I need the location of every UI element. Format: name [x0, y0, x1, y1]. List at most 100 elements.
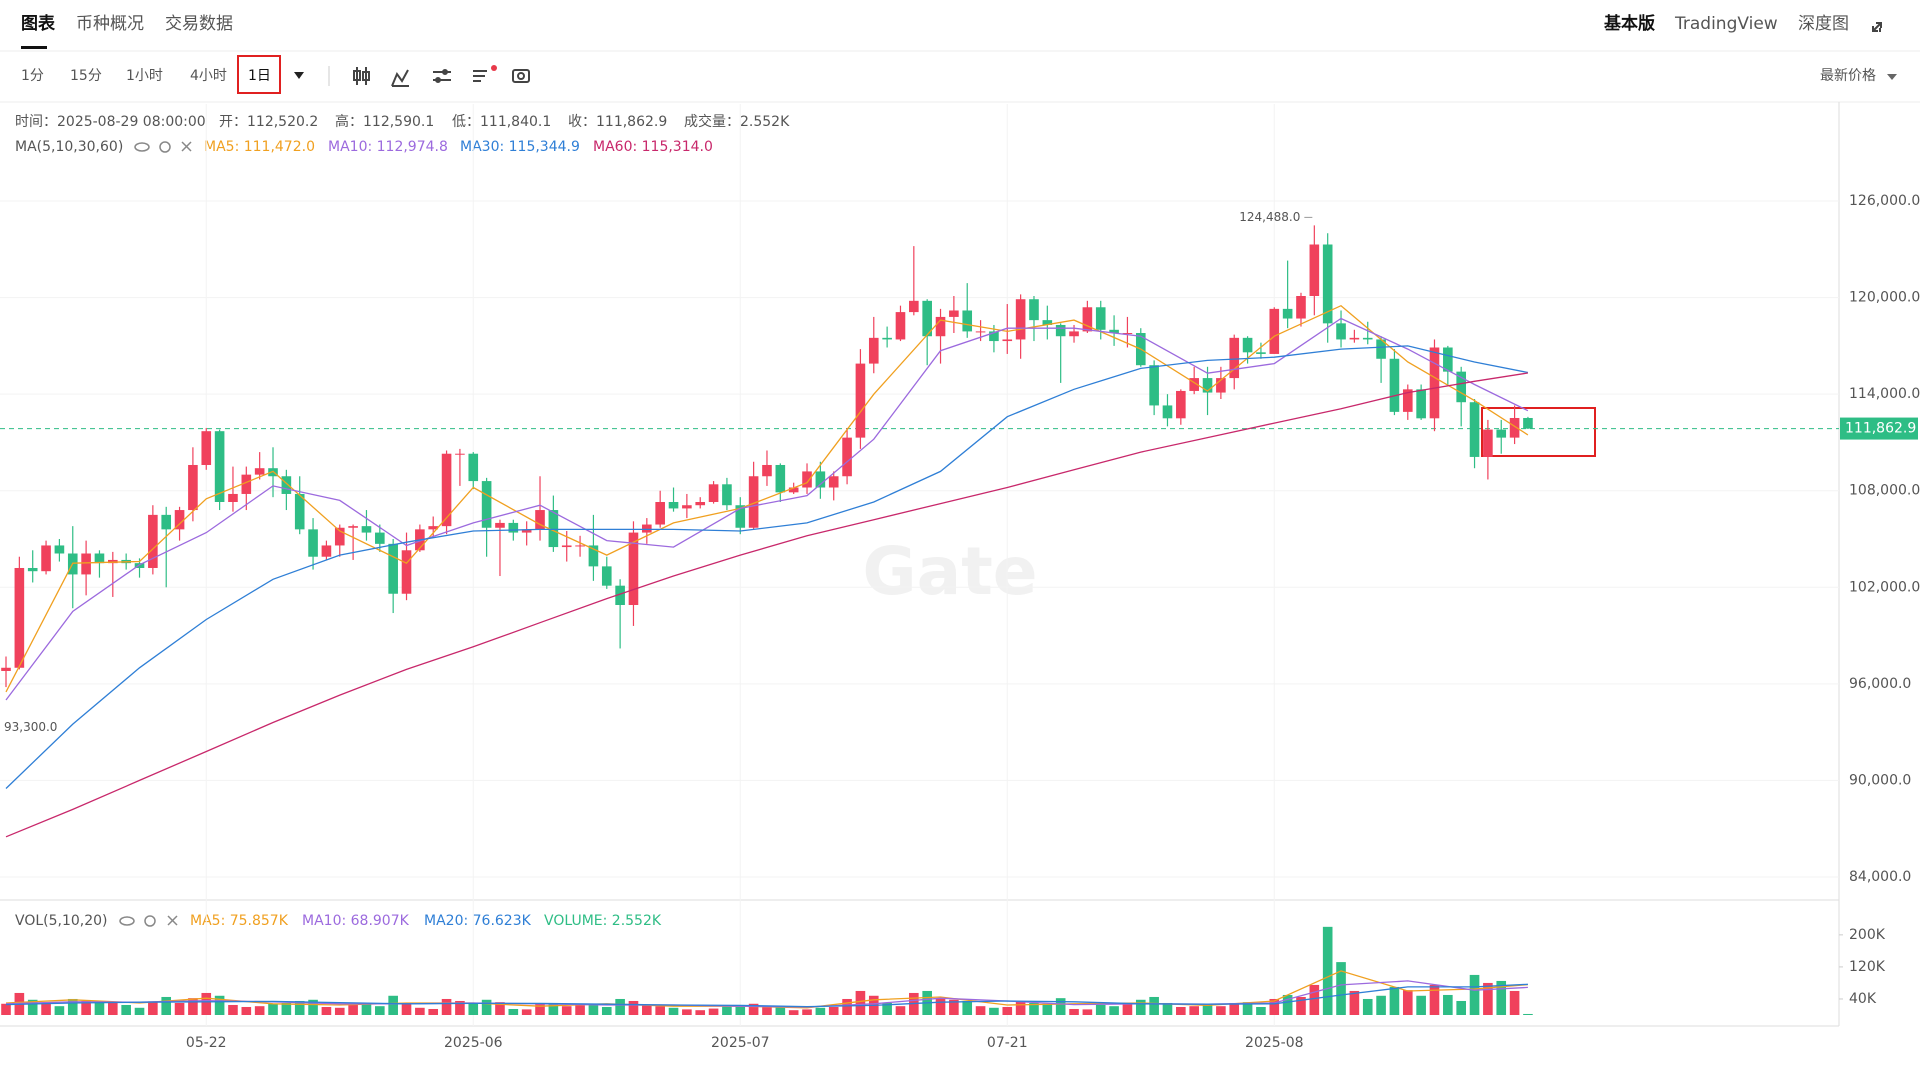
tab[interactable]: 交易数据 [165, 14, 233, 34]
volume-bar [308, 999, 318, 1015]
volume-bar [521, 1009, 532, 1015]
fullscreen-icon[interactable] [1872, 22, 1882, 32]
volume-bar [815, 1007, 826, 1015]
dropdown-arrow[interactable] [1887, 74, 1897, 80]
volume-bar [94, 1002, 105, 1015]
candle-body [1443, 347, 1453, 372]
volume-bar [361, 1002, 372, 1015]
legend-controls[interactable] [134, 141, 192, 153]
candle-body [334, 527, 345, 546]
volume-bar [228, 1004, 238, 1015]
candle-body [561, 545, 572, 548]
tab[interactable]: 图表 [21, 13, 56, 34]
candle-body [441, 453, 452, 527]
camera-icon[interactable] [512, 69, 530, 83]
volume-bar [81, 1000, 91, 1015]
volume-bar [695, 1010, 706, 1015]
volume-bar [401, 1002, 412, 1015]
dropdown-arrow[interactable] [294, 72, 304, 79]
volume-bar [108, 1002, 118, 1015]
volume-legend-title: VOL(5,10,20) [15, 913, 108, 929]
volume-bar [1002, 1006, 1013, 1015]
volume-bar [1336, 962, 1346, 1015]
interval[interactable]: 15分 [70, 68, 102, 84]
watermark: Gate [862, 533, 1037, 610]
candle-body [1095, 307, 1106, 330]
interval[interactable]: 4小时 [190, 68, 227, 84]
volume-tick-label: 200K [1849, 927, 1886, 943]
candle-body [909, 300, 919, 313]
candle-body [1296, 295, 1306, 319]
candle-body [735, 505, 746, 528]
volume-bar [1376, 995, 1386, 1015]
settings-icon[interactable] [433, 69, 451, 83]
candle-body [802, 471, 812, 488]
volume-bar [294, 1000, 305, 1015]
volume-bar [628, 1000, 639, 1015]
x-tick-label: 07-21 [987, 1035, 1028, 1051]
candle-body [521, 529, 532, 533]
y-tick-label: 90,000.0 [1849, 772, 1911, 788]
volume-bar [67, 998, 78, 1015]
candle-body [615, 585, 625, 606]
tab[interactable]: 币种概况 [76, 14, 144, 34]
highlight-box [1481, 407, 1596, 457]
candle-body [828, 476, 839, 488]
candle-body [1, 667, 11, 671]
candle-body [321, 545, 332, 557]
candle-body [1162, 405, 1173, 419]
view-option[interactable]: 基本版 [1603, 13, 1655, 34]
candle-body [949, 310, 959, 317]
ohlc-info: 收：111,862.9 [568, 114, 667, 130]
candle-body [1469, 402, 1480, 457]
volume-bar [935, 998, 946, 1015]
volume-bar [41, 1002, 51, 1015]
candle-body [1309, 244, 1320, 296]
interval[interactable]: 1分 [21, 68, 44, 84]
candle-body [1202, 378, 1213, 393]
view-option[interactable]: TradingView [1674, 14, 1778, 34]
candle-body [41, 545, 51, 572]
volume-bar [1456, 1000, 1466, 1015]
draw-icon[interactable] [473, 65, 497, 82]
x-tick-label: 2025-08 [1245, 1035, 1304, 1051]
candle-body [1349, 337, 1360, 340]
volume-bar [121, 1004, 131, 1015]
volume-bar [1269, 998, 1280, 1015]
candle-body [1055, 324, 1066, 337]
volume-bar [27, 999, 38, 1015]
volume-bar [1416, 995, 1426, 1015]
ohlc-info: 成交量：2.552K [684, 113, 790, 130]
legend-controls[interactable] [119, 915, 178, 927]
candle-body [495, 522, 505, 528]
candle-body [241, 474, 252, 494]
candle-body [54, 545, 65, 554]
interval[interactable]: 1日 [248, 68, 271, 84]
volume-bar [775, 1006, 786, 1015]
candle-body [695, 502, 706, 506]
volume-bar [682, 1009, 692, 1015]
volume-bar [842, 998, 852, 1015]
ma-line [5, 983, 1528, 1008]
candle-body [868, 337, 879, 364]
indicator-icon[interactable] [391, 69, 409, 87]
volume-bar [321, 1006, 332, 1015]
candle-body [188, 464, 198, 511]
price-mode[interactable]: 最新价格 [1820, 68, 1876, 84]
candle-body [1216, 378, 1226, 393]
candle-body [1256, 352, 1266, 354]
candle-body [201, 431, 212, 465]
x-tick-label: 2025-07 [711, 1035, 770, 1051]
interval[interactable]: 1小时 [126, 68, 163, 84]
candle-type-icon[interactable] [353, 67, 370, 85]
candle-body [601, 566, 612, 586]
view-option[interactable]: 深度图 [1798, 14, 1849, 34]
volume-bar [1122, 1002, 1133, 1015]
volume-bar [161, 996, 172, 1015]
volume-bar [54, 1006, 65, 1015]
volume-bar [375, 1006, 385, 1015]
volume-bar [1523, 1013, 1533, 1015]
candle-body [722, 484, 732, 506]
volume-bar [1389, 986, 1400, 1015]
